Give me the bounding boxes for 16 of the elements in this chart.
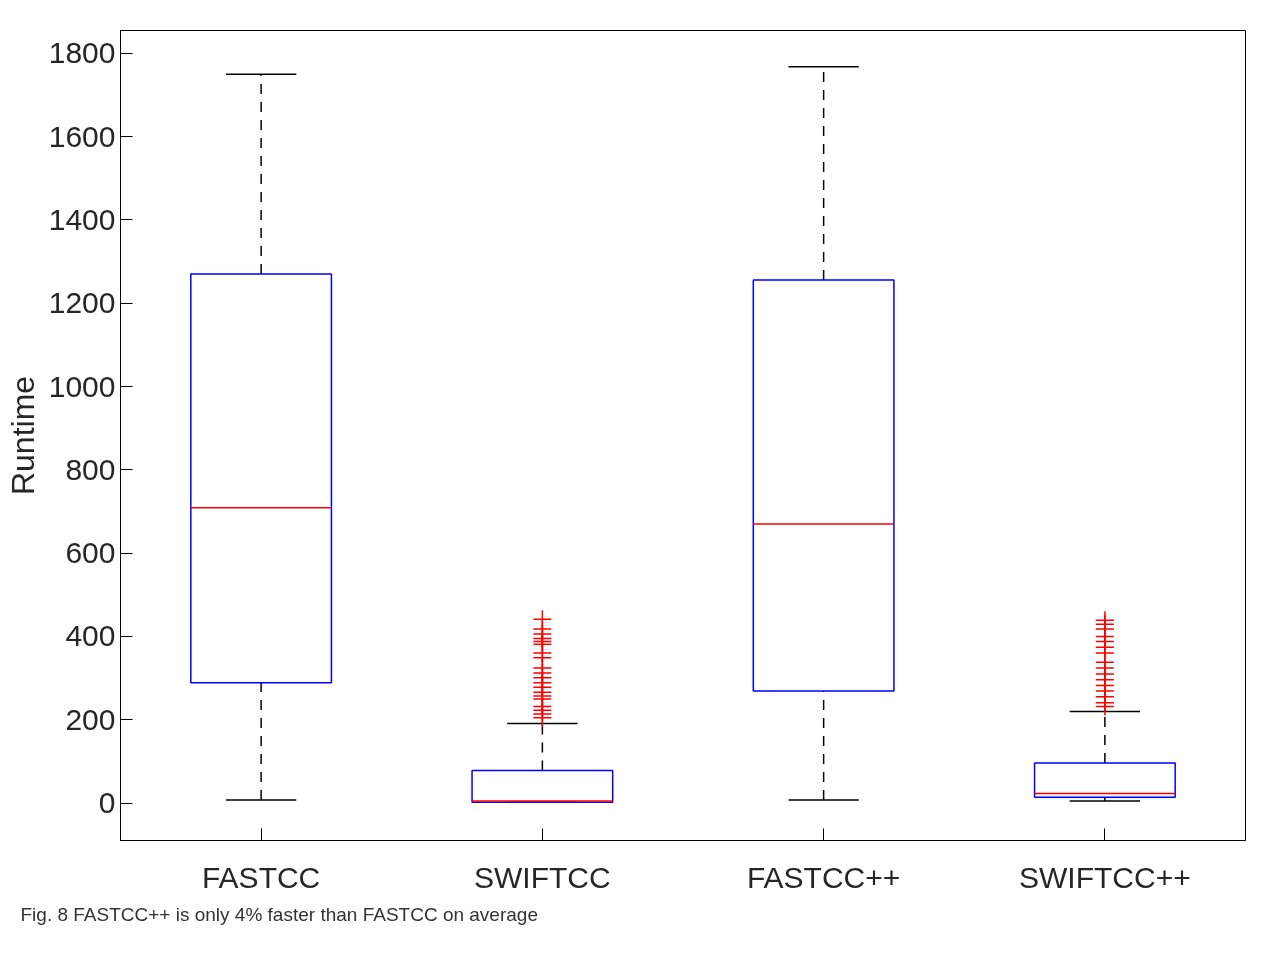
- y-tick-label: 1600: [48, 119, 116, 153]
- x-tick-label: SWIFTCC++: [1019, 860, 1191, 894]
- x-tick-label: SWIFTCC: [474, 860, 611, 894]
- y-tick-label: 600: [65, 536, 116, 570]
- y-tick-label: 800: [65, 452, 116, 486]
- y-tick-label: 400: [65, 619, 116, 653]
- y-axis-title: Runtime: [4, 375, 41, 496]
- x-tick-label: FASTCC++: [746, 860, 901, 894]
- caption: Fig. 8 FASTCC++ is only 4% faster than FASTCC on average: [20, 903, 538, 925]
- y-tick-label: 0: [98, 786, 116, 820]
- y-tick-label: 200: [65, 702, 116, 736]
- x-tick-label: FASTCC: [201, 860, 321, 894]
- y-tick-label: 1200: [48, 286, 116, 320]
- y-tick-label: 1000: [48, 369, 116, 403]
- y-tick-label: 1400: [48, 202, 116, 236]
- y-tick-label: 1800: [48, 36, 116, 70]
